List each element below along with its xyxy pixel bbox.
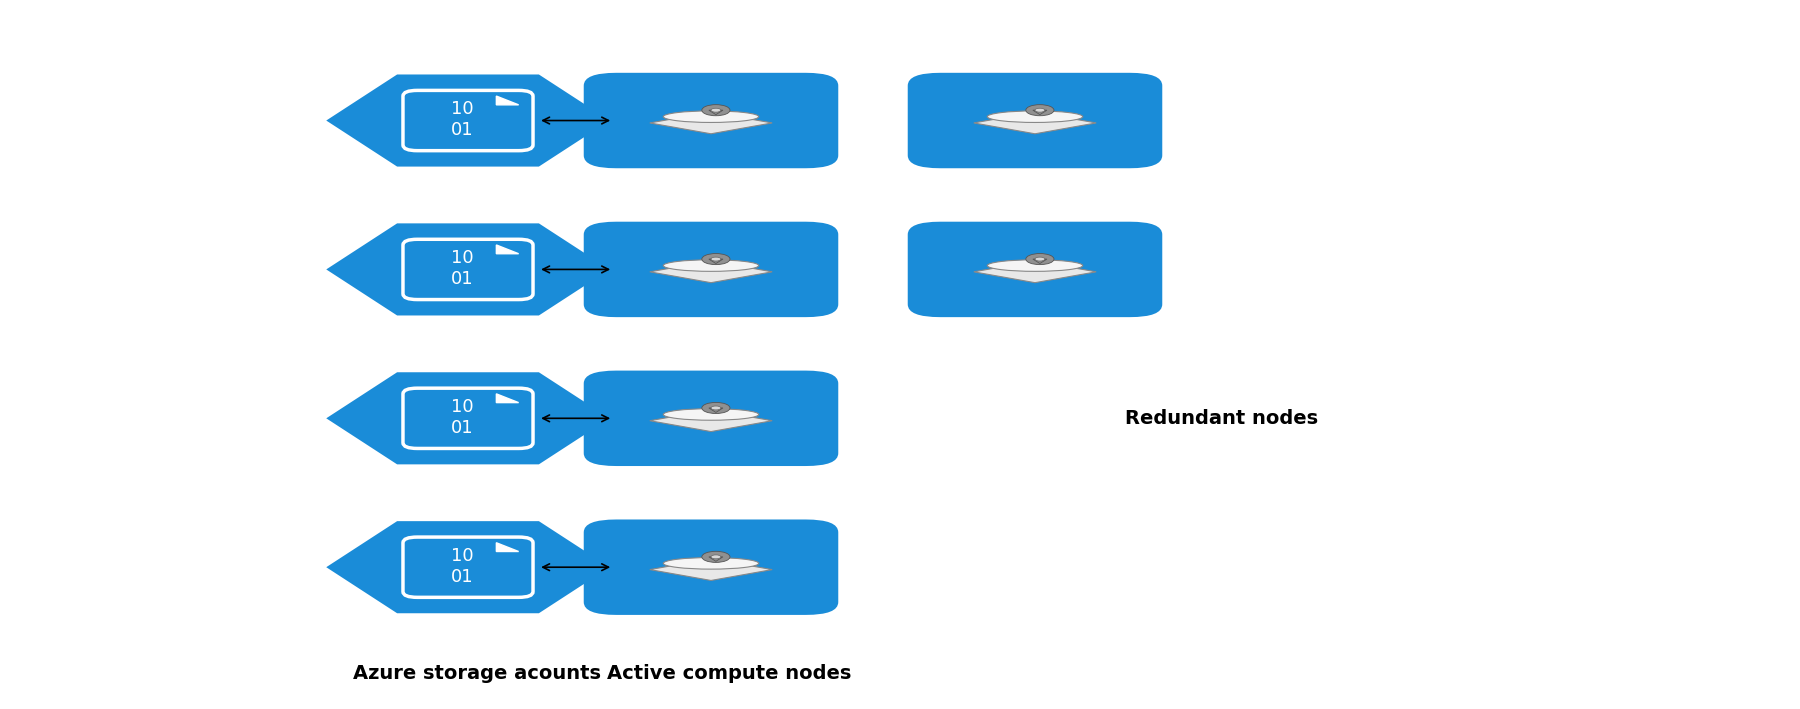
Circle shape: [702, 105, 731, 116]
Circle shape: [1026, 105, 1055, 116]
Polygon shape: [709, 110, 724, 115]
Ellipse shape: [662, 408, 760, 420]
Polygon shape: [497, 394, 518, 403]
FancyBboxPatch shape: [403, 240, 533, 299]
Circle shape: [711, 108, 720, 112]
Text: 10: 10: [452, 398, 473, 415]
Ellipse shape: [662, 259, 760, 272]
Circle shape: [711, 257, 720, 261]
Polygon shape: [650, 112, 772, 134]
Polygon shape: [326, 74, 610, 167]
Polygon shape: [497, 245, 518, 254]
Text: 10: 10: [452, 547, 473, 564]
Polygon shape: [709, 408, 724, 413]
Polygon shape: [650, 261, 772, 283]
Ellipse shape: [986, 111, 1084, 123]
Polygon shape: [709, 259, 724, 264]
Circle shape: [1026, 254, 1055, 264]
Polygon shape: [497, 96, 518, 105]
Text: 10: 10: [452, 100, 473, 118]
FancyBboxPatch shape: [583, 520, 839, 615]
FancyBboxPatch shape: [403, 389, 533, 449]
Circle shape: [1035, 257, 1044, 261]
Ellipse shape: [662, 557, 760, 569]
FancyBboxPatch shape: [583, 73, 839, 168]
Polygon shape: [497, 543, 518, 552]
FancyBboxPatch shape: [583, 371, 839, 466]
Polygon shape: [650, 559, 772, 581]
Circle shape: [1035, 108, 1044, 112]
Polygon shape: [1033, 110, 1048, 115]
FancyBboxPatch shape: [907, 222, 1163, 317]
Polygon shape: [326, 223, 610, 316]
Text: 10: 10: [452, 249, 473, 267]
Text: Active compute nodes: Active compute nodes: [607, 664, 851, 683]
Polygon shape: [974, 112, 1096, 134]
Text: Azure storage acounts: Azure storage acounts: [353, 664, 601, 683]
Polygon shape: [974, 261, 1096, 283]
Text: 01: 01: [452, 419, 473, 437]
Circle shape: [702, 552, 731, 562]
FancyBboxPatch shape: [403, 537, 533, 597]
Circle shape: [702, 403, 731, 413]
Polygon shape: [326, 521, 610, 613]
FancyBboxPatch shape: [403, 91, 533, 151]
Circle shape: [702, 254, 731, 264]
Ellipse shape: [986, 259, 1084, 272]
Text: Redundant nodes: Redundant nodes: [1125, 409, 1318, 428]
Circle shape: [711, 406, 720, 410]
FancyBboxPatch shape: [907, 73, 1163, 168]
Polygon shape: [650, 410, 772, 432]
Polygon shape: [1033, 259, 1048, 264]
Text: 01: 01: [452, 568, 473, 586]
Text: 01: 01: [452, 121, 473, 139]
Text: 01: 01: [452, 270, 473, 288]
FancyBboxPatch shape: [583, 222, 839, 317]
Polygon shape: [326, 372, 610, 464]
Ellipse shape: [662, 111, 760, 123]
Polygon shape: [709, 557, 724, 562]
Circle shape: [711, 555, 720, 559]
